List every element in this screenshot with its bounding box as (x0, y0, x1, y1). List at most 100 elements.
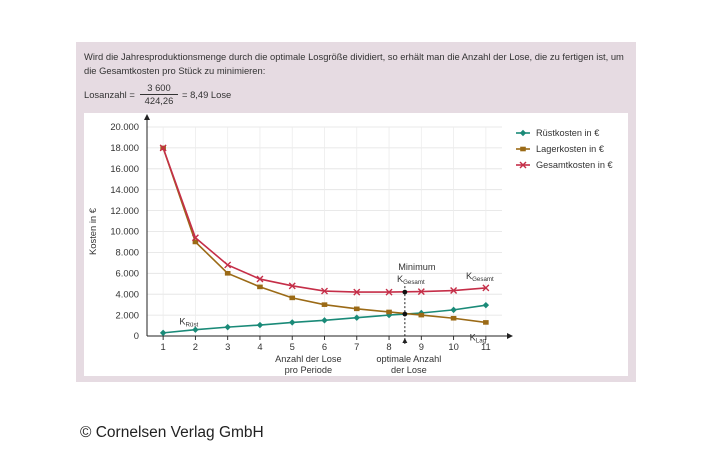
formula-numerator: 3 600 (140, 82, 178, 95)
series-3-point-4-stroke-b (256, 275, 264, 283)
optimum-arrow (402, 338, 408, 343)
series-3-point-7 (353, 288, 361, 296)
formula-rhs: = 8,49 Lose (182, 89, 232, 100)
x-axis-label-line-1: Anzahl der Lose (275, 354, 341, 364)
x-axis-label-line-2: pro Periode (285, 365, 333, 375)
formula-fraction: 3 600 424,26 (140, 82, 178, 107)
series-2-point-2 (192, 239, 199, 245)
k-gesamt-label-symbol: K (466, 271, 473, 281)
x-tick-label: 3 (225, 341, 230, 352)
minimum-label: Minimum (398, 262, 436, 272)
k-ruest-label-symbol: K (179, 317, 186, 327)
series-3-point-9-stroke-b (417, 288, 425, 296)
formula-denominator: 424,26 (144, 95, 174, 106)
optimum-label-line-1: optimale Anzahl (376, 354, 441, 364)
legend-marker-1 (519, 129, 527, 137)
x-tick-label: 9 (419, 341, 424, 352)
legend-label-1: Rüstkosten in € (536, 128, 599, 138)
series-3-point-8 (385, 288, 393, 296)
y-tick-label: 0 (134, 330, 139, 341)
y-tick-label: 14.000 (110, 184, 139, 195)
series-2-point-10 (450, 315, 457, 321)
series-1-point-6 (321, 317, 328, 324)
x-tick-label: 11 (481, 341, 491, 352)
minimum-k-gesamt-label: KGesamt (397, 274, 425, 286)
x-axis-arrow (507, 333, 513, 339)
series-1-point-5 (289, 319, 296, 326)
y-tick-label: 20.000 (110, 121, 139, 132)
x-tick-label: 1 (161, 341, 166, 352)
series-2-point-7 (353, 306, 360, 312)
series-1-point-11 (482, 301, 490, 309)
y-tick-label: 6.000 (116, 268, 139, 279)
series-3-point-1-stroke-b (159, 144, 167, 152)
series-1-point-1 (159, 329, 167, 337)
y-tick-label: 18.000 (110, 142, 139, 153)
series-1-point-7 (353, 314, 360, 321)
k-lag-label-subscript: Lag (476, 337, 487, 344)
series-2-point-5 (289, 295, 296, 301)
k-ruest-label: KRüst (179, 317, 198, 329)
x-tick-label: 10 (448, 341, 458, 352)
intro-text: Wird die Jahresproduktionsmenge durch di… (84, 51, 624, 76)
optimum-label-line-2: der Lose (391, 365, 427, 375)
y-tick-label: 10.000 (110, 226, 139, 237)
series-1-point-4 (256, 321, 264, 329)
series-3-point-2 (191, 234, 199, 242)
series-2-point-6 (321, 302, 328, 307)
x-tick-label: 4 (257, 341, 262, 352)
formula-lhs: Losanzahl = (84, 89, 135, 100)
legend-marker-2 (520, 146, 526, 152)
k-gesamt-label: KGesamt (466, 271, 494, 283)
series-1-point-10 (450, 306, 457, 314)
series-2-point-4 (257, 284, 263, 290)
y-tick-label: 16.000 (110, 163, 139, 174)
y-tick-label: 8.000 (116, 247, 139, 258)
series-2-point-3 (224, 271, 231, 276)
y-tick-label: 12.000 (110, 205, 139, 216)
x-tick-label: 7 (354, 341, 359, 352)
copyright-notice: © Cornelsen Verlag GmbH (80, 424, 264, 441)
series-3-point-4 (256, 275, 264, 283)
series-3-point-6-stroke-b (321, 287, 328, 295)
series-3-point-10 (450, 287, 458, 295)
x-tick-label: 8 (386, 341, 391, 352)
y-axis-label: Kosten in € (87, 207, 98, 255)
series-3-point-5-stroke-b (288, 282, 296, 290)
y-tick-label: 2.000 (116, 309, 139, 320)
series-3-point-9 (417, 288, 425, 296)
k-ruest-label-subscript: Rüst (186, 322, 199, 329)
legend-label-2: Lagerkosten in € (536, 144, 604, 154)
series-3-point-8-stroke-b (385, 288, 393, 296)
y-tick-label: 4.000 (116, 288, 139, 299)
series-3-point-7-stroke-b (353, 288, 361, 296)
series-3-point-3-stroke-b (224, 261, 232, 269)
x-tick-label: 2 (193, 341, 198, 352)
series-3-point-11-stroke-b (482, 284, 490, 292)
series-1-point-3 (224, 323, 231, 331)
series-3-point-3 (224, 261, 232, 269)
series-3-point-1 (159, 144, 167, 152)
series-2-point-8 (386, 309, 392, 315)
x-tick-label: 5 (290, 341, 295, 352)
cost-chart: 0 2.000 4.000 6.000 8.000 10.000 12.000 14.000 1… (87, 114, 613, 375)
legend-label-3: Gesamtkosten in € (536, 160, 613, 170)
legend-marker-3-stroke-b (519, 161, 527, 169)
series-2-point-11 (483, 320, 489, 325)
x-tick-label: 6 (322, 341, 327, 352)
k-lag-label: KLag (470, 332, 487, 344)
minimum-k-gesamt-label-subscript: Gesamt (403, 279, 425, 286)
series-3-point-6 (321, 287, 328, 295)
minimum-point (402, 289, 408, 295)
series-1-point-2 (192, 326, 199, 333)
series-3-point-5 (288, 282, 296, 290)
minimum-k-gesamt-label-symbol: K (397, 274, 404, 284)
y-axis-arrow (144, 114, 150, 120)
series-3-point-2-stroke-b (191, 234, 199, 242)
legend-marker-3 (519, 161, 527, 169)
k-gesamt-label-subscript: Gesamt (472, 276, 494, 283)
intersection-point (402, 311, 408, 317)
k-lag-label-symbol: K (470, 332, 477, 342)
series-2-point-9 (418, 312, 425, 318)
series-3-point-11 (482, 284, 490, 292)
